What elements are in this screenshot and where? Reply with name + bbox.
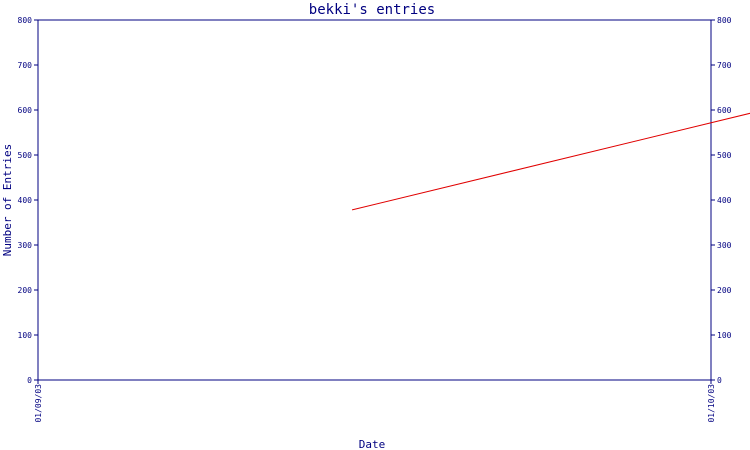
- y-tick-label-left: 800: [18, 16, 33, 25]
- y-tick-label-right: 800: [717, 16, 732, 25]
- series-line: [351, 112, 750, 211]
- x-axis-label: Date: [359, 438, 386, 450]
- series-layer: [351, 112, 750, 211]
- y-ticks-left: 0 100 200 300 400 500 600 700 800: [18, 16, 38, 385]
- y-tick-label-left: 0: [27, 376, 32, 385]
- y-axis-label: Number of Entries: [1, 144, 14, 257]
- y-tick-label-left: 600: [18, 106, 33, 115]
- y-tick-label-right: 100: [717, 331, 732, 340]
- y-tick-label-right: 200: [717, 286, 732, 295]
- y-tick-label-left: 700: [18, 61, 33, 70]
- chart-title: bekki's entries: [309, 2, 435, 18]
- x-tick-label: 01/09/03: [34, 384, 43, 423]
- y-tick-label-right: 400: [717, 196, 732, 205]
- plot-frame: [37, 19, 712, 381]
- y-tick-label-right: 500: [717, 151, 732, 160]
- y-tick-label-right: 0: [717, 376, 722, 385]
- y-tick-label-left: 200: [18, 286, 33, 295]
- y-tick-label-right: 600: [717, 106, 732, 115]
- x-tick-label: 01/10/03: [707, 384, 716, 423]
- y-tick-label-left: 300: [18, 241, 33, 250]
- y-tick-label-left: 500: [18, 151, 33, 160]
- y-tick-label-right: 700: [717, 61, 732, 70]
- y-tick-label-left: 100: [18, 331, 33, 340]
- x-ticks: 01/09/03 01/10/03: [34, 380, 716, 423]
- y-tick-label-right: 300: [717, 241, 732, 250]
- y-tick-label-left: 400: [18, 196, 33, 205]
- y-ticks-right: 0 100 200 300 400 500 600 700 800: [711, 16, 732, 385]
